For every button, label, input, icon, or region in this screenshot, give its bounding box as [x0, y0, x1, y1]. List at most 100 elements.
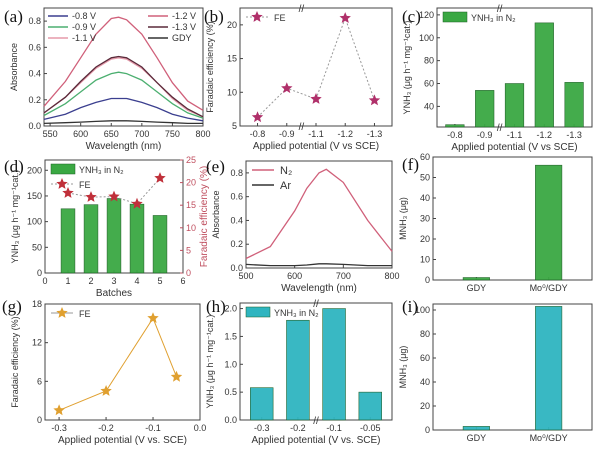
y-tick-label: 40 [424, 101, 434, 111]
bar [152, 215, 168, 274]
legend-label: YNH₃ in N₂ [79, 165, 124, 175]
legend-swatch [50, 163, 76, 175]
legend-swatch [442, 11, 468, 23]
y-tick-label: 200 [27, 165, 42, 175]
star-marker [310, 93, 322, 104]
panel-e: (e) 0.0 0.2 0.4 0.6 0.8 500 600 700 800 Wavelength… [206, 157, 400, 294]
panel-d: (d) 0 50 100 150 200 0 5 10 15 20 25 0 1 2 3 4 5 6 Batches Y… [4, 155, 210, 299]
bar [129, 203, 145, 274]
star-marker [100, 385, 112, 396]
x-tick-label: -0.1 [145, 423, 161, 433]
plot-frame [239, 302, 393, 421]
y-tick-label: 40 [420, 377, 430, 387]
panel-label: (g) [2, 297, 22, 316]
x-tick-label: 2 [88, 276, 93, 286]
y-axis-label: Absorbance [211, 190, 221, 238]
bar [535, 306, 563, 431]
plot-frame [245, 160, 393, 269]
star-marker [53, 404, 65, 416]
y-axis-label: YNH₃ (μg h⁻¹ mg⁻¹cat.) [402, 21, 412, 115]
x-axis-label: Wavelength (nm) [281, 283, 357, 294]
star-marker [108, 190, 120, 202]
panel-c: (c) 40 60 80 100 120 -0.8 -0.9 -1.1 -1.2 -1.3 Appli… [402, 4, 593, 153]
bar [504, 83, 525, 128]
y-tick-label: 0.5 [224, 387, 237, 397]
x-tick-label: -0.2 [98, 423, 114, 433]
legend-label: -1.2 V [172, 11, 196, 21]
x-tick-label: -0.05 [360, 423, 381, 433]
star-marker [154, 172, 166, 183]
x-tick-label: -0.1 [326, 423, 342, 433]
x-tick-label: 700 [336, 271, 351, 281]
bar [534, 22, 554, 128]
panel-a: (a) 0.0 0.2 0.4 0.6 0.8 550 600 650 700 750 800 Wave… [4, 7, 211, 152]
axis-break-mark: // [497, 4, 503, 15]
x-axis-label: Wavelength (nm) [86, 141, 162, 152]
star-marker [85, 191, 97, 202]
panel-b: (b) 5 10 15 20 -0.8 -0.9 -1.1 -1.2 -1.3 Applied po… [204, 4, 393, 152]
bar [83, 204, 99, 274]
y-tick-label: 6 [37, 376, 42, 386]
x-tick-label: -0.3 [254, 423, 270, 433]
y-tick-label: 0.6 [28, 42, 41, 52]
legend-label: Ar [280, 180, 291, 192]
axis-break-mark: // [313, 299, 319, 310]
y-tick-label: 0.4 [28, 69, 41, 79]
x-axis-label: Applied potential (V vs. SCE) [58, 435, 187, 446]
y-tick-label: 80 [424, 56, 434, 66]
x-tick-label: Mo⁰/GDY [530, 283, 568, 293]
y-tick-label: 0 [37, 268, 42, 278]
legend-label: -0.9 V [72, 22, 96, 32]
panel-label: (c) [402, 7, 421, 26]
y-tick-label: 10 [420, 255, 430, 265]
bar [322, 308, 346, 421]
x-tick-label: 800 [384, 271, 399, 281]
series-line [245, 168, 393, 260]
x-tick-label: -0.8 [447, 130, 463, 140]
y-tick-label: 50 [420, 173, 430, 183]
x-tick-label: -1.3 [367, 129, 383, 139]
y-tick-label: 0.8 [230, 168, 243, 178]
y-axis-label: MNH₃ (μg) [398, 197, 408, 240]
y2-tick-label: 20 [186, 178, 196, 188]
series-line [257, 16, 375, 118]
x-axis-label: Applied potential (V vs. SCE) [252, 435, 381, 446]
bar [106, 198, 122, 274]
y-tick-label: 20 [227, 20, 237, 30]
y-tick-label: 0.4 [230, 215, 243, 225]
star-marker [281, 82, 293, 94]
x-tick-label: 750 [165, 129, 180, 139]
x-axis-label: Applied potential (V vs SCE) [451, 142, 577, 153]
plot-frame [43, 7, 204, 127]
y-tick-label: 20 [420, 234, 430, 244]
legend-label: FE [79, 180, 91, 190]
x-axis-label: Applied potential (V vs SCE) [253, 141, 379, 152]
x-tick-label: -1.3 [566, 130, 582, 140]
star-marker [170, 370, 183, 382]
legend-star [56, 307, 68, 318]
y2-tick-label: 25 [186, 155, 196, 165]
y-tick-label: 60 [424, 79, 434, 89]
x-axis-label: Batches [96, 288, 132, 299]
y-tick-label: 60 [420, 152, 430, 162]
legend-label: N₂ [280, 165, 292, 177]
series-line [67, 177, 161, 205]
y-axis-label: MNH₃ (μg) [398, 346, 408, 389]
y2-tick-label: 15 [186, 200, 196, 210]
y-tick-label: 10 [227, 87, 237, 97]
panel-h: (h) 0.0 0.5 1.0 1.5 2.0 -0.3 -0.2 -0.1 -0.05 Appli… [205, 297, 393, 446]
legend-label: FE [274, 13, 286, 23]
x-tick-label: 500 [238, 271, 253, 281]
y-tick-label: 100 [415, 305, 430, 315]
y-tick-label: 12 [32, 338, 42, 348]
x-tick-label: 0 [42, 276, 47, 286]
y-tick-label: 50 [32, 242, 42, 252]
y-tick-label: 18 [32, 299, 42, 309]
bar [358, 391, 382, 421]
legend-star [251, 11, 263, 22]
panel-f: (f) 0 10 20 30 40 50 60 GDY Mo⁰/GDY MNH₃ (μg) [398, 152, 593, 293]
y-tick-label: 15 [227, 54, 237, 64]
y-tick-label: 0.8 [28, 16, 41, 26]
x-tick-label: GDY [467, 283, 487, 293]
